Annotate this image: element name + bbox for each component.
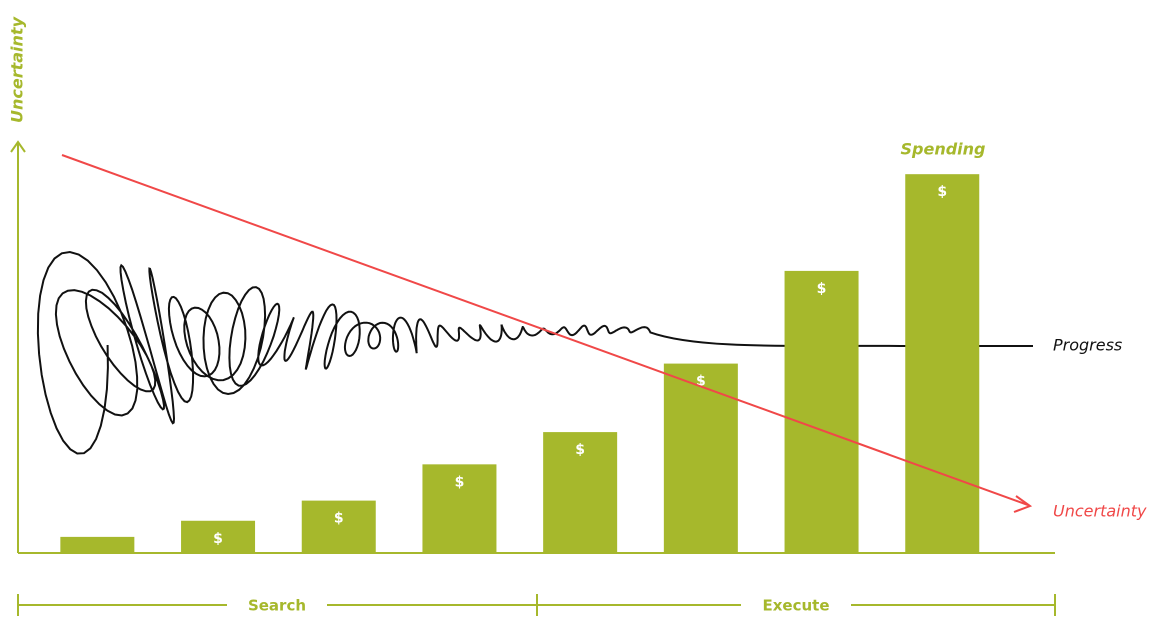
bar-symbol: $ bbox=[455, 474, 465, 490]
bar bbox=[784, 270, 859, 553]
bar-symbol: $ bbox=[213, 531, 223, 547]
bar-symbol: $ bbox=[575, 442, 585, 458]
bar bbox=[905, 174, 980, 553]
phase-gap bbox=[741, 594, 851, 616]
bar bbox=[301, 500, 376, 553]
phase-gap bbox=[227, 594, 327, 616]
bar bbox=[663, 363, 738, 553]
bar-symbol: $ bbox=[696, 374, 706, 390]
phase-label: Execute bbox=[762, 597, 829, 615]
bar-symbol: $ bbox=[334, 511, 344, 527]
bar bbox=[422, 464, 497, 553]
uncertainty-arrow bbox=[1013, 495, 1033, 513]
bar-symbol: $ bbox=[937, 184, 947, 200]
y-axis-arrow bbox=[10, 140, 26, 153]
bar bbox=[543, 432, 618, 553]
y-axis-label: Uncertainty bbox=[8, 16, 27, 123]
progress-line bbox=[36, 250, 1033, 455]
series-label: Spending bbox=[901, 140, 986, 159]
bar bbox=[60, 536, 135, 553]
bar bbox=[181, 520, 256, 553]
uncertainty-label: Uncertainty bbox=[1053, 502, 1147, 521]
progress-label: Progress bbox=[1053, 336, 1122, 355]
phase-label: Search bbox=[248, 597, 306, 615]
uncertainty-line bbox=[61, 154, 1029, 506]
bar-symbol: $ bbox=[817, 281, 827, 297]
